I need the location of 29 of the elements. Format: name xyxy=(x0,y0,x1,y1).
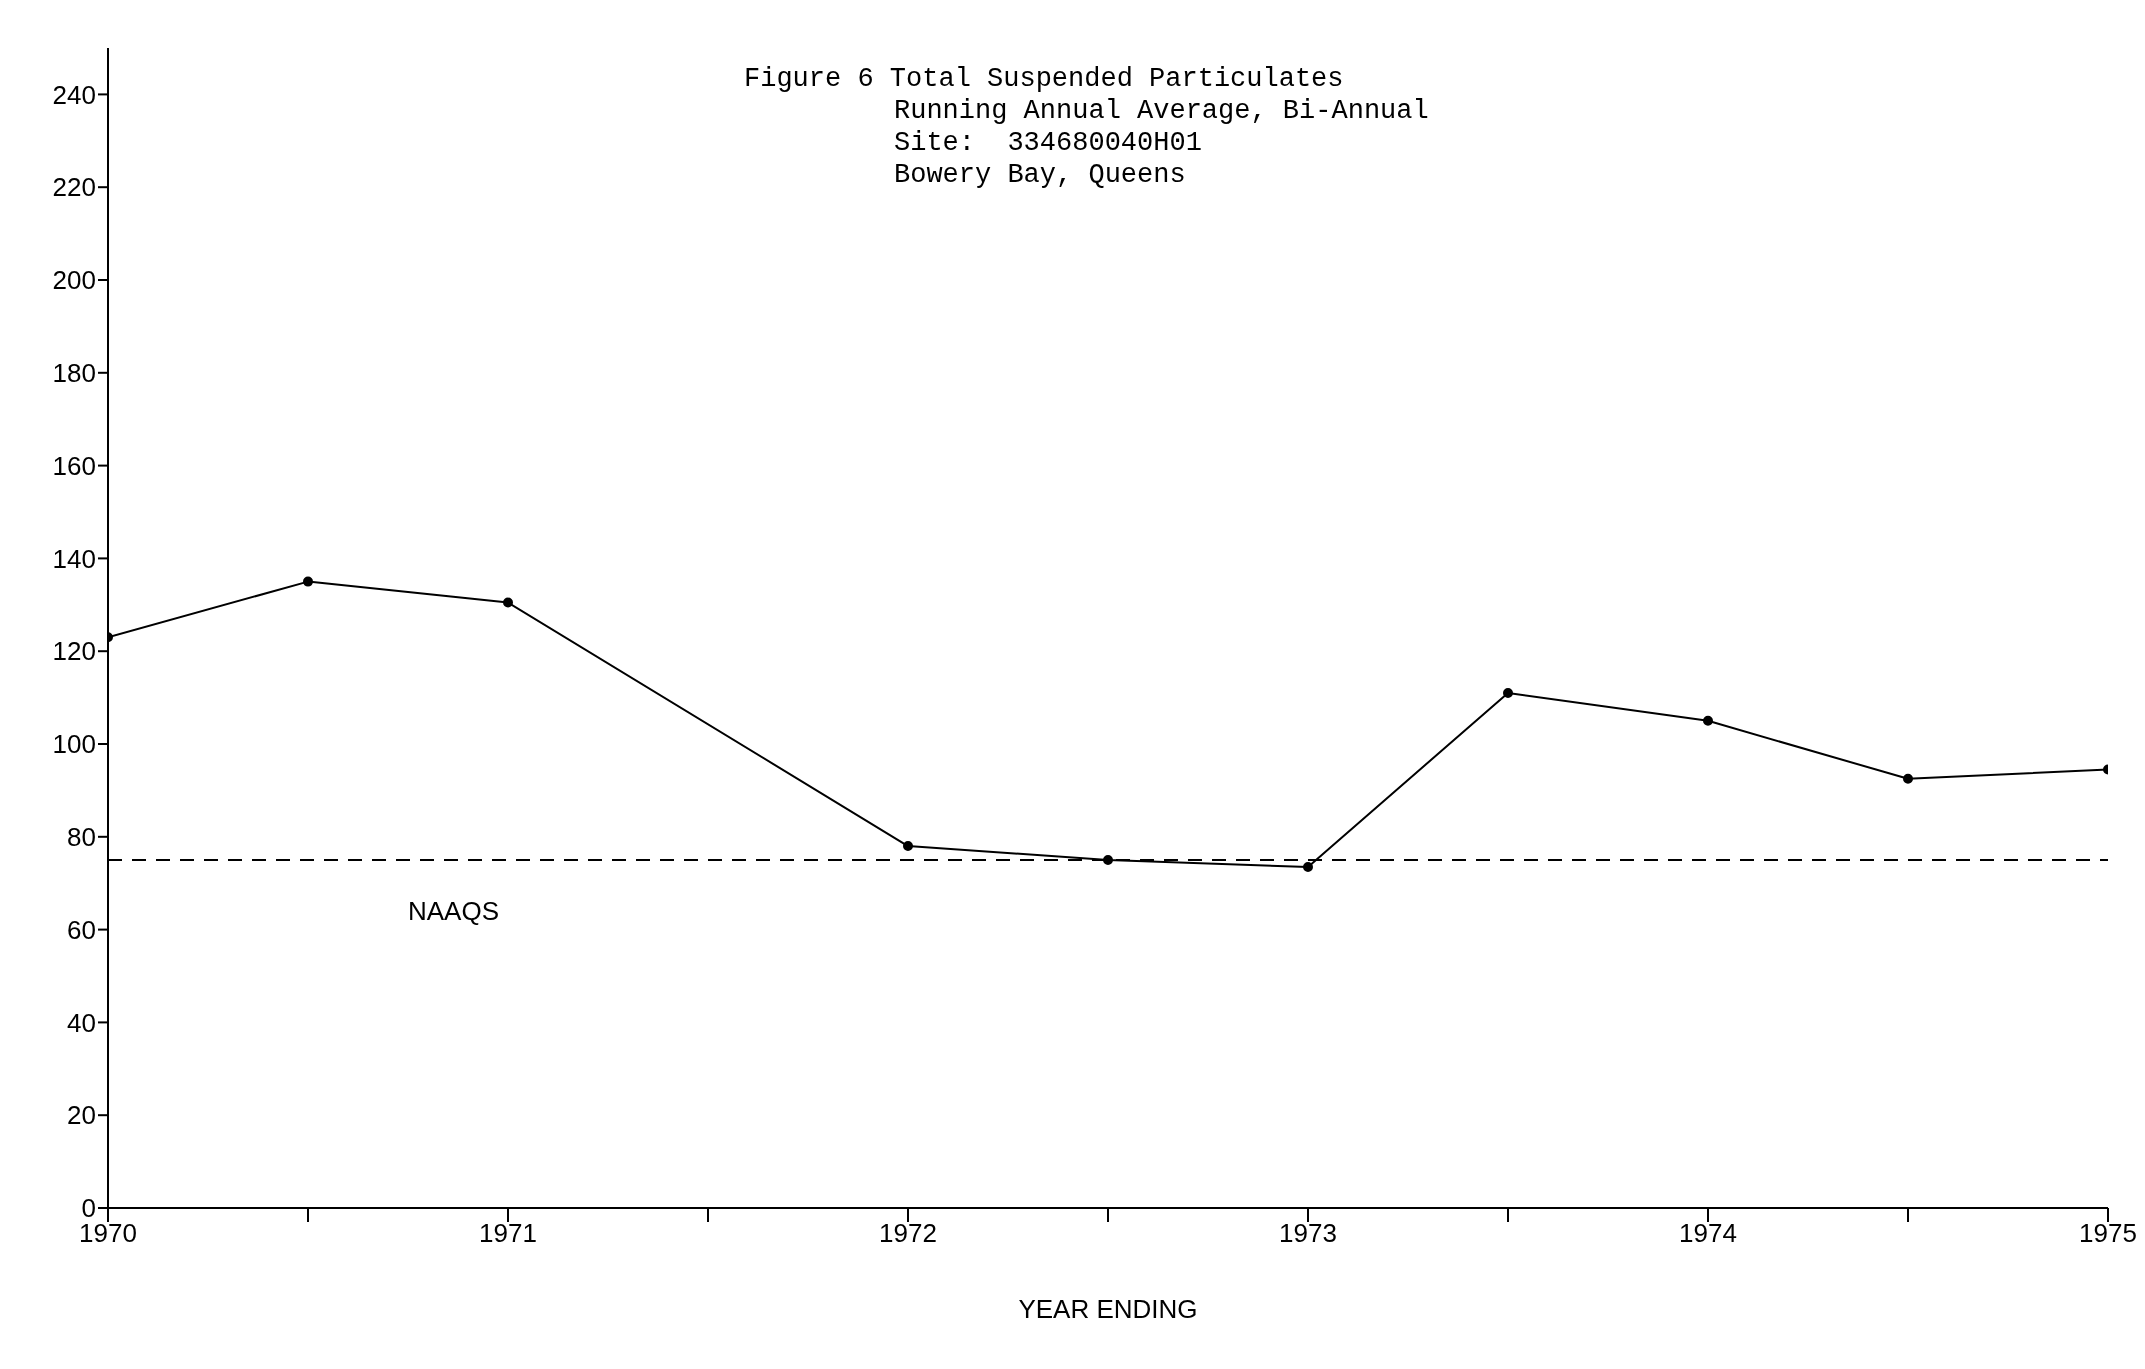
text: Figure 6 Total Suspended Particulates xyxy=(744,63,1345,95)
y-tick-label: 20 xyxy=(67,1100,96,1131)
x-axis-title: YEAR ENDING xyxy=(1018,1294,1198,1324)
point xyxy=(1703,715,1713,726)
x-tick-label: 1974 xyxy=(1679,1218,1737,1249)
point xyxy=(1303,861,1313,872)
point xyxy=(303,576,313,587)
x-tick-label: 1972 xyxy=(879,1218,937,1249)
point xyxy=(1103,855,1113,865)
point xyxy=(1503,687,1513,698)
y-tick-label: 80 xyxy=(67,822,96,853)
x-tick-label: 1973 xyxy=(1279,1218,1337,1249)
text: Running Annual Average, Bi-Annual Site: 334680040H01 Bowery Bay, Queens xyxy=(893,95,1429,191)
y-tick-label: 160 xyxy=(52,450,96,481)
point xyxy=(1903,773,1913,784)
y-tick-label: 240 xyxy=(52,79,96,110)
y-tick-label: 100 xyxy=(52,729,96,760)
y-tick-label: 220 xyxy=(52,172,96,203)
x-tick-label: 1971 xyxy=(479,1218,537,1249)
y-tick-label: 180 xyxy=(52,358,96,389)
x-tick-label: 1975 xyxy=(2079,1218,2137,1249)
y-tick-label: 140 xyxy=(52,543,96,574)
y-tick-label: 60 xyxy=(67,914,96,945)
point xyxy=(503,597,513,608)
y-tick-label: 120 xyxy=(52,636,96,667)
y-tick-label: 40 xyxy=(67,1007,96,1038)
ref-line-label: NAAQS xyxy=(408,896,500,926)
point xyxy=(903,841,913,852)
y-tick-label: 200 xyxy=(52,265,96,296)
